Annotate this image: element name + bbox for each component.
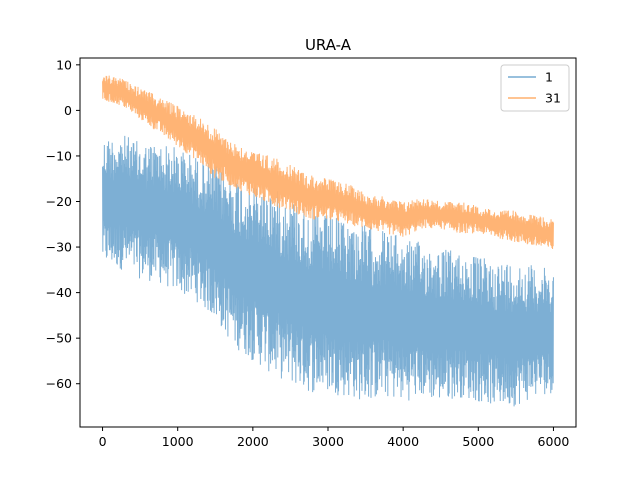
x-tick-label: 5000	[462, 434, 494, 449]
x-tick-label: 2000	[237, 434, 269, 449]
legend-label-31: 31	[545, 91, 561, 106]
x-tick-label: 6000	[538, 434, 570, 449]
x-tick-label: 1000	[162, 434, 194, 449]
x-tick-label: 4000	[387, 434, 419, 449]
series-line-1	[102, 135, 554, 407]
y-tick-label: −30	[46, 240, 72, 255]
y-axis: 10 0 −10 −20 −30 −40 −50 −60	[46, 57, 80, 391]
series-line-31	[102, 75, 554, 250]
x-axis: 0 1000 2000 3000 4000 5000 6000	[99, 427, 570, 449]
y-tick-label: −10	[46, 148, 72, 163]
x-tick-label: 0	[99, 434, 107, 449]
y-tick-label: −40	[46, 285, 72, 300]
legend: 131	[500, 64, 570, 112]
legend-label-1: 1	[545, 70, 553, 85]
x-tick-label: 3000	[312, 434, 344, 449]
chart-title: URA-A	[305, 36, 352, 54]
y-tick-label: 0	[64, 103, 72, 118]
series-layer	[102, 75, 554, 407]
y-tick-label: −60	[46, 376, 72, 391]
y-tick-label: 10	[56, 57, 72, 72]
y-tick-label: −50	[46, 331, 72, 346]
y-tick-label: −20	[46, 194, 72, 209]
